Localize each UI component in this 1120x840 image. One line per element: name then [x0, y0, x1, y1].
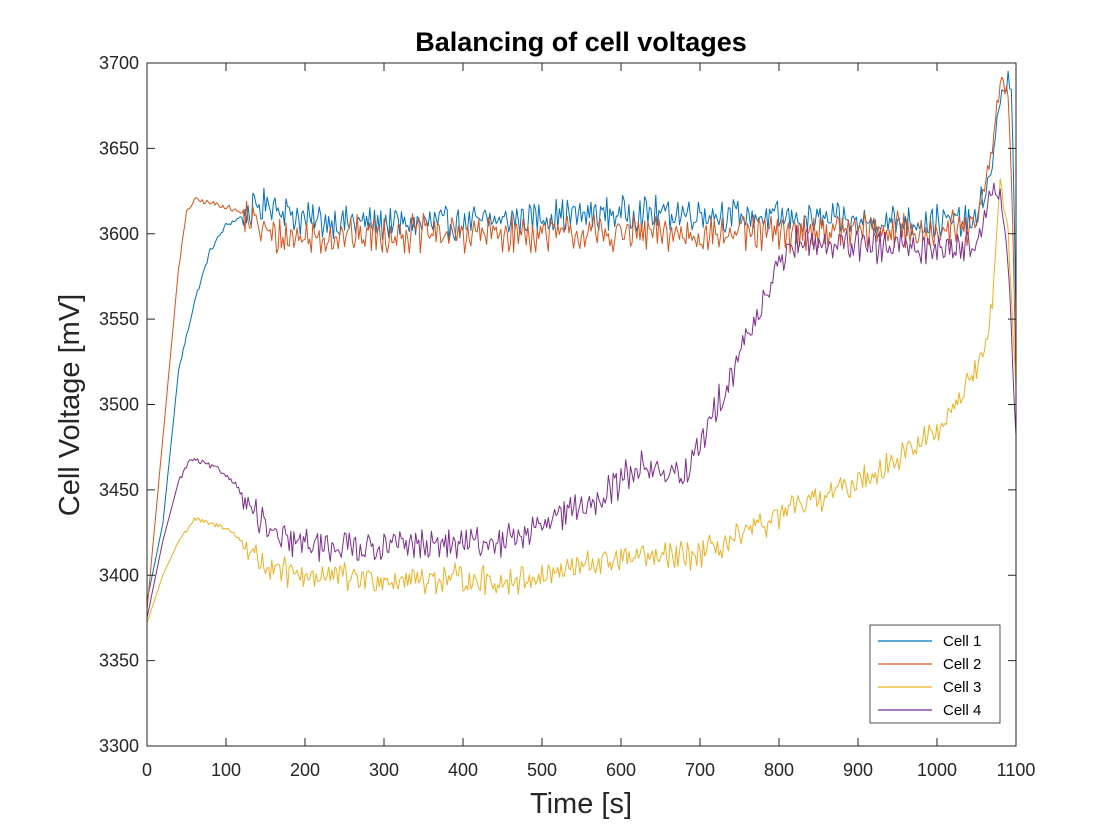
x-tick-label: 400: [448, 760, 478, 780]
x-tick-label: 1000: [917, 760, 957, 780]
x-tick-label: 100: [211, 760, 241, 780]
x-tick-label: 0: [142, 760, 152, 780]
legend-label: Cell 4: [943, 702, 981, 719]
series-line-cell-3: [146, 178, 1017, 624]
x-tick-label: 900: [843, 760, 873, 780]
y-tick-label: 3350: [99, 651, 139, 671]
y-tick-label: 3500: [99, 395, 139, 415]
y-tick-label: 3700: [99, 53, 139, 73]
legend-label: Cell 2: [943, 656, 981, 673]
y-tick-label: 3450: [99, 480, 139, 500]
legend: Cell 1 Cell 2 Cell 3 Cell 4: [869, 624, 1001, 724]
series-layer: [146, 70, 1017, 624]
x-axis-ticks: 0 100 200 300 400 500 600 700 800 900 1000 1100: [142, 63, 1035, 780]
series-line-cell-1: [146, 70, 1017, 602]
x-tick-label: 500: [527, 760, 557, 780]
x-tick-label: 800: [764, 760, 794, 780]
y-tick-label: 3300: [99, 736, 139, 756]
x-axis-label: Time [s]: [530, 788, 632, 820]
x-tick-label: 300: [369, 760, 399, 780]
legend-label: Cell 3: [943, 679, 981, 696]
x-tick-label: 1100: [997, 760, 1036, 780]
y-tick-label: 3550: [99, 309, 139, 329]
y-tick-label: 3600: [99, 224, 139, 244]
series-line-cell-2: [146, 76, 1017, 610]
series-line-cell-4: [146, 182, 1017, 619]
x-tick-label: 700: [685, 760, 715, 780]
legend-label: Cell 1: [943, 633, 981, 650]
y-axis-label: Cell Voltage [mV]: [54, 294, 86, 516]
y-axis-ticks: 3300 3350 3400 3450 3500 3550 3600 3650 3700: [99, 53, 1016, 756]
y-tick-label: 3400: [99, 565, 139, 585]
x-tick-label: 200: [290, 760, 320, 780]
y-tick-label: 3650: [99, 138, 139, 158]
chart-title: Balancing of cell voltages: [415, 27, 747, 57]
x-tick-label: 600: [606, 760, 636, 780]
